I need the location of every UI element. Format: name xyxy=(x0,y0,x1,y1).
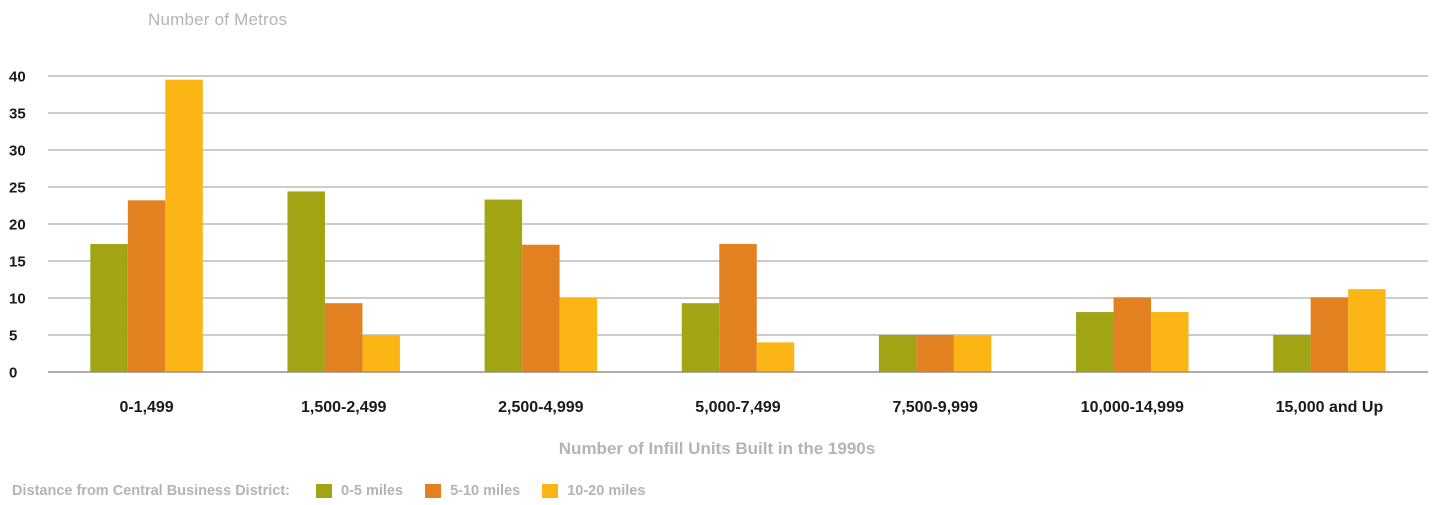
y-tick-label-20: 20 xyxy=(9,217,26,234)
x-tick-label-1-500-2-499: 1,500-2,499 xyxy=(301,399,387,416)
bar-10-000-14-999-10-20-miles xyxy=(1151,312,1189,372)
x-tick-label-2-500-4-999: 2,500-4,999 xyxy=(498,399,584,416)
y-axis-title: Number of Metros xyxy=(148,10,288,29)
bar-1-500-2-499-0-5-miles xyxy=(287,191,325,372)
bar-1-500-2-499-10-20-miles xyxy=(362,335,400,372)
y-tick-label-10: 10 xyxy=(9,291,26,308)
bar-5-000-7-499-10-20-miles xyxy=(756,342,795,372)
bar-15-000-and-Up-0-5-miles xyxy=(1273,335,1311,372)
bar-15-000-and-Up-10-20-miles xyxy=(1348,289,1386,372)
legend-item-10-20-miles: 10-20 miles xyxy=(542,483,645,499)
x-tick-label-7-500-9-999: 7,500-9,999 xyxy=(892,399,978,416)
y-tick-label-25: 25 xyxy=(9,180,26,197)
plot-area: 0 5 10 15 20 25 30 35 40 0-1,499 1,500-2,499 2,500-… xyxy=(9,69,1428,416)
legend-item-0-5-miles: 0-5 miles xyxy=(316,483,403,499)
legend-swatch-5-10-miles xyxy=(425,484,442,498)
bar-5-000-7-499-5-10-miles xyxy=(719,243,757,372)
bar-2-500-4-999-10-20-miles xyxy=(559,298,598,372)
x-axis-title: Number of Infill Units Built in the 1990… xyxy=(558,439,876,458)
y-tick-label-15: 15 xyxy=(9,254,26,271)
legend-swatch-10-20-miles xyxy=(542,484,559,498)
legend-label-0-5-miles: 0-5 miles xyxy=(341,483,404,499)
bar-0-1-499-5-10-miles xyxy=(127,200,166,372)
x-tick-label-10-000-14-999: 10,000-14,999 xyxy=(1081,399,1184,416)
bar-10-000-14-999-0-5-miles xyxy=(1076,312,1114,372)
bar-2-500-4-999-0-5-miles xyxy=(484,199,523,372)
bar-15-000-and-Up-5-10-miles xyxy=(1310,297,1349,372)
y-tick-label-35: 35 xyxy=(9,106,26,123)
legend-title: Distance from Central Business District: xyxy=(12,483,290,499)
y-tick-label-40: 40 xyxy=(9,69,26,86)
bar-7-500-9-999-5-10-miles xyxy=(916,335,954,372)
bar-7-500-9-999-10-20-miles xyxy=(953,335,992,372)
x-tick-label-0-1-499: 0-1,499 xyxy=(119,399,173,416)
y-tick-label-30: 30 xyxy=(9,143,26,160)
y-tick-label-0: 0 xyxy=(9,365,17,382)
legend-swatch-0-5-miles xyxy=(316,484,332,498)
bar-0-1-499-0-5-miles xyxy=(90,243,128,372)
bar-7-500-9-999-0-5-miles xyxy=(878,335,917,372)
y-tick-label-5: 5 xyxy=(9,328,17,345)
bar-5-000-7-499-0-5-miles xyxy=(681,303,720,372)
bar-1-500-2-499-5-10-miles xyxy=(324,303,363,372)
bar-10-000-14-999-5-10-miles xyxy=(1113,297,1152,372)
bar-0-1-499-10-20-miles xyxy=(165,79,203,372)
legend-item-5-10-miles: 5-10 miles xyxy=(425,483,520,499)
bar-2-500-4-999-5-10-miles xyxy=(522,244,560,372)
legend: Distance from Central Business District:… xyxy=(12,483,667,499)
legend-label-5-10-miles: 5-10 miles xyxy=(450,483,521,499)
x-tick-label-5-000-7-499: 5,000-7,499 xyxy=(695,399,781,416)
x-tick-label-15-000-and-Up: 15,000 and Up xyxy=(1276,399,1384,416)
legend-label-10-20-miles: 10-20 miles xyxy=(567,483,646,499)
